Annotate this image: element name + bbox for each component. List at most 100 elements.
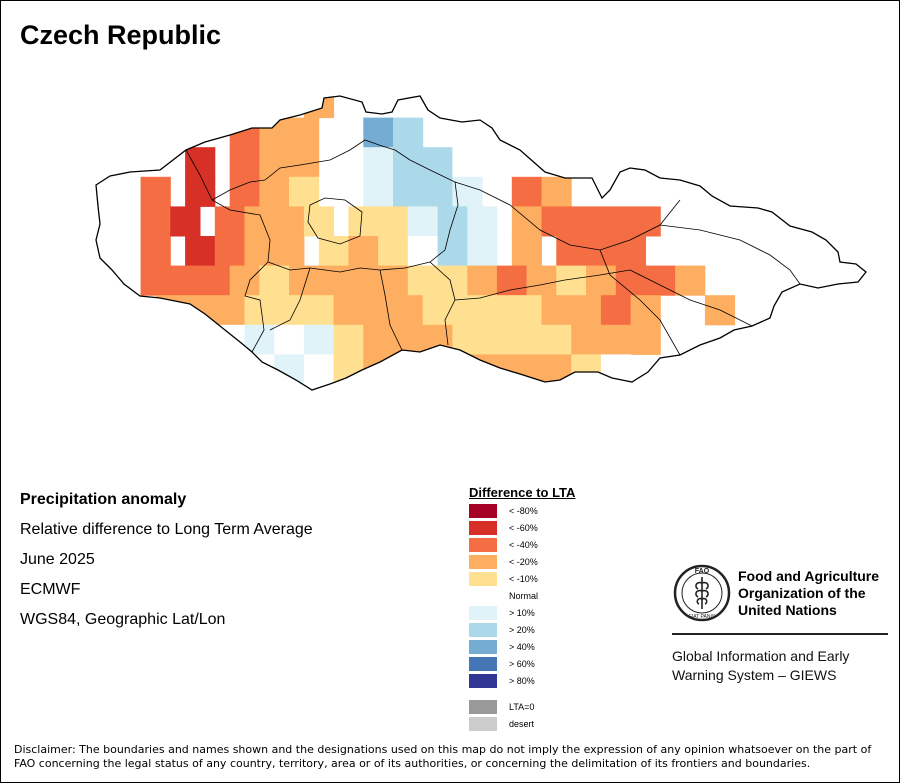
grid-cell (422, 324, 453, 355)
grid-cell (303, 354, 335, 385)
legend-item: > 20% (469, 623, 535, 637)
grid-cell (214, 384, 245, 390)
grid-cell (274, 384, 305, 390)
legend-label: > 80% (509, 676, 535, 686)
legend-label: < -10% (509, 574, 538, 584)
grid-cell (675, 265, 706, 296)
grid-cell (407, 206, 438, 237)
grid-cell (363, 354, 394, 385)
grid-cell (303, 295, 335, 326)
legend-item: > 60% (469, 657, 535, 671)
legend-swatch (469, 504, 497, 518)
legend-label: LTA=0 (509, 702, 535, 712)
grid-cell (170, 265, 201, 296)
grid-cell (289, 176, 320, 207)
grid-cell (333, 117, 364, 148)
grid-cell (630, 295, 661, 326)
legend-swatch (469, 606, 497, 620)
grid-cell (437, 236, 468, 267)
grid-cell (422, 295, 453, 326)
grid-cell (140, 236, 171, 267)
grid-cell (452, 176, 483, 207)
grid-cell (586, 265, 617, 296)
disclaimer-text: Disclaimer: The boundaries and names sho… (14, 743, 872, 770)
grid-cell (244, 384, 275, 390)
legend: Difference to LTA < -80% < -60% < -40% < -2… (469, 485, 575, 731)
legend-swatch (469, 674, 497, 688)
grid-cell (452, 384, 483, 390)
grid-cell (571, 354, 602, 385)
grid-cell (422, 354, 453, 385)
map-info-panel: Precipitation anomaly Relative differenc… (20, 490, 313, 640)
grid-cell (511, 324, 542, 355)
grid-cell (393, 176, 424, 207)
grid-cell (229, 117, 260, 148)
country-border (95, 95, 867, 391)
grid-cell (571, 295, 602, 326)
grid-cell (289, 414, 319, 444)
grid-cell (214, 354, 245, 385)
legend-swatch (469, 700, 497, 714)
grid-cell (333, 354, 364, 385)
grid-cell (630, 324, 661, 355)
grid-cell (214, 206, 245, 237)
legend-swatch (469, 717, 497, 731)
legend-swatch (469, 640, 497, 654)
grid-cell (467, 206, 498, 237)
info-date: June 2025 (20, 551, 95, 568)
grid-cell (497, 414, 527, 444)
grid-cell (600, 354, 632, 385)
grid-cell (600, 324, 632, 355)
grid-cell (378, 206, 409, 237)
map-title: Czech Republic (20, 20, 222, 50)
grid-cell (467, 236, 498, 267)
grid-cell (185, 176, 216, 207)
info-projection: WGS84, Geographic Lat/Lon (20, 611, 226, 628)
legend-label: < -60% (509, 523, 538, 533)
grid-cell (542, 414, 572, 444)
grid-cell (571, 206, 602, 237)
legend-item: > 10% (469, 606, 535, 620)
legend-label: > 10% (509, 608, 535, 618)
fao-name-line: Organization of the (738, 585, 866, 601)
grid-cell (363, 324, 394, 355)
grid-cell (407, 236, 438, 267)
grid-cell (600, 206, 632, 237)
legend-item: > 80% (469, 674, 535, 688)
legend-label: > 40% (509, 642, 535, 652)
grid-cell (259, 414, 289, 444)
grid-cell (422, 147, 453, 178)
grid-cell (289, 265, 320, 296)
grid-cell (170, 206, 201, 237)
grid-cell (348, 414, 378, 444)
grid-cell (363, 147, 394, 178)
grid-cell (348, 236, 379, 267)
grid-cell (511, 295, 542, 326)
grid-cell (244, 206, 275, 237)
grid-cell (289, 117, 320, 148)
info-subtitle: Relative difference to Long Term Average (20, 521, 313, 538)
grid-cell (274, 236, 305, 267)
grid-cell (600, 384, 632, 390)
grid-cell (452, 295, 483, 326)
grid-cell (199, 265, 231, 296)
grid-cell (378, 414, 408, 444)
grid-cell (214, 324, 245, 355)
grid-cell (363, 176, 394, 207)
grid-cell (615, 236, 646, 267)
info-heading: Precipitation anomaly (20, 491, 187, 508)
giews-line: Global Information and Early (672, 648, 850, 664)
grid-cell (274, 324, 305, 355)
grid-cell (541, 176, 572, 207)
grid-cell (140, 265, 171, 296)
grid-cell (185, 147, 216, 178)
legend-item: > 40% (469, 640, 535, 654)
legend-label: Normal (509, 591, 539, 601)
giews-label: Global Information and Early Warning Sys… (672, 647, 892, 685)
svg-text:FIAT PANIS: FIAT PANIS (689, 614, 716, 620)
grid-cell (526, 265, 557, 296)
fao-emblem-icon: FAO FIAT PANIS (673, 564, 731, 622)
grid-cell (230, 414, 260, 444)
precipitation-anomaly-map (95, 95, 867, 444)
svg-text:FAO: FAO (695, 568, 710, 575)
